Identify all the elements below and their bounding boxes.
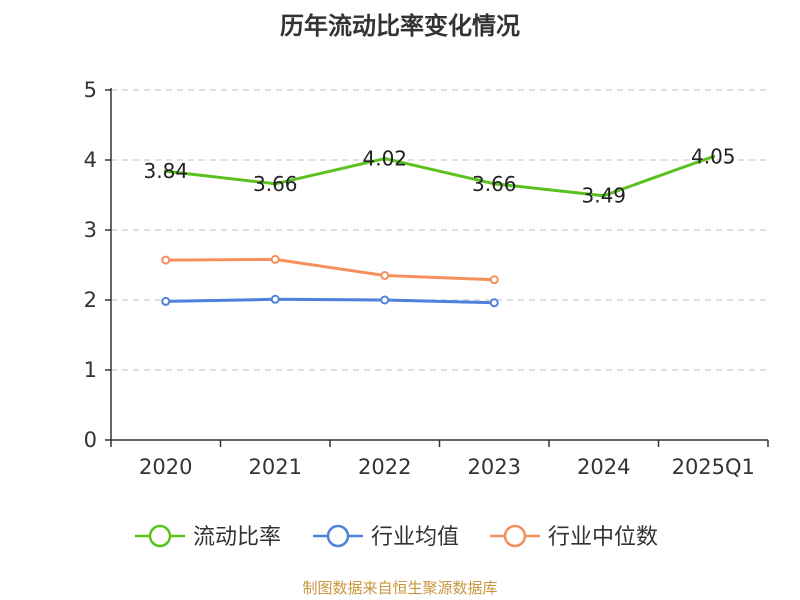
chart-title: 历年流动比率变化情况 bbox=[280, 12, 520, 40]
series-line bbox=[164, 257, 496, 282]
data-label: 3.49 bbox=[581, 184, 626, 208]
y-tick-label: 5 bbox=[84, 78, 97, 102]
data-label: 4.02 bbox=[362, 147, 407, 171]
legend-marker bbox=[503, 524, 527, 548]
x-tick-label: 2025Q1 bbox=[672, 455, 755, 479]
data-point bbox=[601, 193, 606, 198]
axes: 0 1 2 3 4 5 2020 2021 2022 2023 2024 2025Q1 bbox=[84, 78, 769, 479]
legend-label: 行业均值 bbox=[371, 525, 459, 550]
y-tick-label: 0 bbox=[84, 428, 97, 452]
series-line bbox=[164, 297, 496, 305]
data-point bbox=[270, 294, 280, 304]
legend-label: 流动比率 bbox=[193, 525, 281, 550]
data-label: 3.84 bbox=[143, 159, 188, 183]
x-tick-label: 2021 bbox=[249, 455, 302, 479]
data-point bbox=[163, 169, 168, 174]
data-point bbox=[380, 295, 390, 305]
legend-marker bbox=[326, 524, 350, 548]
data-label: 4.05 bbox=[691, 145, 736, 169]
data-point bbox=[711, 154, 716, 159]
x-tick-label: 2023 bbox=[468, 455, 521, 479]
source-note: 制图数据来自恒生聚源数据库 bbox=[302, 579, 498, 597]
data-point bbox=[382, 156, 387, 161]
x-tick-label: 2020 bbox=[139, 455, 192, 479]
y-tick-label: 1 bbox=[84, 358, 97, 382]
x-tick-label: 2024 bbox=[577, 455, 630, 479]
data-point bbox=[489, 298, 499, 308]
legend-label: 行业中位数 bbox=[548, 525, 658, 550]
legend: 流动比率 行业均值 行业中位数 bbox=[135, 524, 658, 550]
series bbox=[161, 154, 716, 308]
data-labels: 3.84 3.66 4.02 3.66 3.49 4.05 bbox=[143, 145, 735, 208]
data-point bbox=[380, 271, 390, 280]
series-line bbox=[164, 155, 715, 198]
y-tick-label: 3 bbox=[84, 218, 97, 242]
grid-lines bbox=[111, 89, 768, 371]
x-tick-label: 2022 bbox=[358, 455, 411, 479]
data-point bbox=[492, 181, 497, 186]
data-point bbox=[270, 254, 280, 264]
data-label: 3.66 bbox=[253, 172, 298, 196]
y-tick-label: 2 bbox=[84, 288, 97, 312]
data-point bbox=[161, 296, 171, 306]
data-point bbox=[273, 181, 278, 186]
y-tick-label: 4 bbox=[84, 148, 97, 172]
data-point bbox=[489, 275, 499, 285]
data-label: 3.66 bbox=[472, 172, 517, 196]
data-point bbox=[161, 255, 171, 265]
legend-marker bbox=[148, 524, 172, 548]
